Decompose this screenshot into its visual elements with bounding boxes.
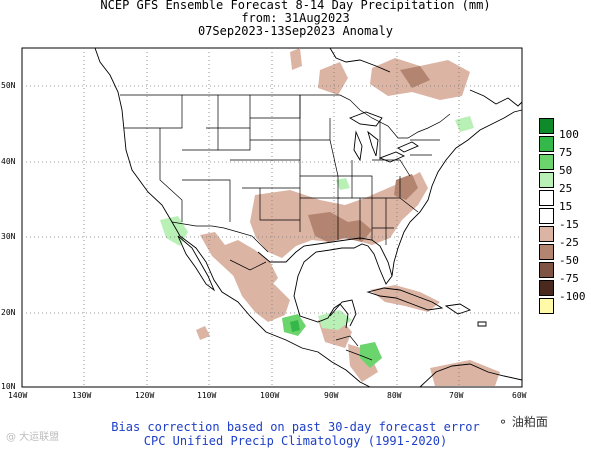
- lon-label-110w: 110W: [197, 391, 217, 400]
- legend-swatch-neg25: [539, 226, 554, 242]
- watermark-left: @ 大运联盟: [6, 432, 60, 443]
- chat-bubble-icon: ⚬: [498, 415, 509, 429]
- lat-label-20n: 20N: [1, 308, 16, 317]
- legend-label-15: 15: [559, 200, 573, 213]
- coastlines: [94, 47, 523, 388]
- legend-swatch-100: [539, 118, 554, 134]
- legend-swatch-75: [539, 136, 554, 152]
- legend-label-75: 75: [559, 146, 573, 159]
- lon-label-120w: 120W: [135, 391, 155, 400]
- legend-label-neg25: -25: [559, 236, 579, 249]
- legend-label-neg50: -50: [559, 254, 579, 267]
- legend-swatch-extreme: [539, 298, 554, 314]
- watermark-right: ⚬ 油粕面: [498, 413, 548, 430]
- lat-label-10n: 10N: [1, 382, 16, 391]
- footer-line-2: CPC Unified Precip Climatology (1991-202…: [143, 434, 448, 448]
- legend-swatch-neg50: [539, 244, 554, 260]
- lon-label-70w: 70W: [449, 391, 464, 400]
- watermark-right-text: 油粕面: [511, 415, 548, 429]
- footer-line-1: Bias correction based on past 30-day for…: [111, 420, 480, 434]
- lat-label-50n: 50N: [1, 81, 16, 90]
- legend-swatch-neg75: [539, 262, 554, 278]
- lat-label-40n: 40N: [1, 157, 16, 166]
- legend-label-neg15: -15: [559, 218, 579, 231]
- legend-swatch-25: [539, 172, 554, 188]
- lon-label-60w: 60W: [512, 391, 527, 400]
- graticule: [22, 48, 522, 387]
- legend-label-100: 100: [559, 128, 579, 141]
- lon-label-80w: 80W: [387, 391, 402, 400]
- lon-label-130w: 130W: [72, 391, 92, 400]
- legend-label-neg75: -75: [559, 272, 579, 285]
- title-line-2: from: 31Aug2023: [241, 11, 350, 25]
- lon-label-90w: 90W: [324, 391, 339, 400]
- legend-swatch-50: [539, 154, 554, 170]
- lon-label-100w: 100W: [260, 391, 280, 400]
- lat-label-30n: 30N: [1, 232, 16, 241]
- borders: [120, 94, 451, 361]
- legend-swatch-15: [539, 190, 554, 206]
- legend-label-25: 25: [559, 182, 573, 195]
- legend-label-50: 50: [559, 164, 573, 177]
- title-line-1: NCEP GFS Ensemble Forecast 8-14 Day Prec…: [100, 0, 491, 12]
- title-line-3: 07Sep2023-13Sep2023 Anomaly: [197, 24, 394, 38]
- legend-label-neg100: -100: [559, 290, 586, 303]
- lon-label-140w: 140W: [8, 391, 28, 400]
- legend-swatch-neg100: [539, 280, 554, 296]
- dry-anomaly-areas: [196, 48, 500, 386]
- legend-swatch-neg15: [539, 208, 554, 224]
